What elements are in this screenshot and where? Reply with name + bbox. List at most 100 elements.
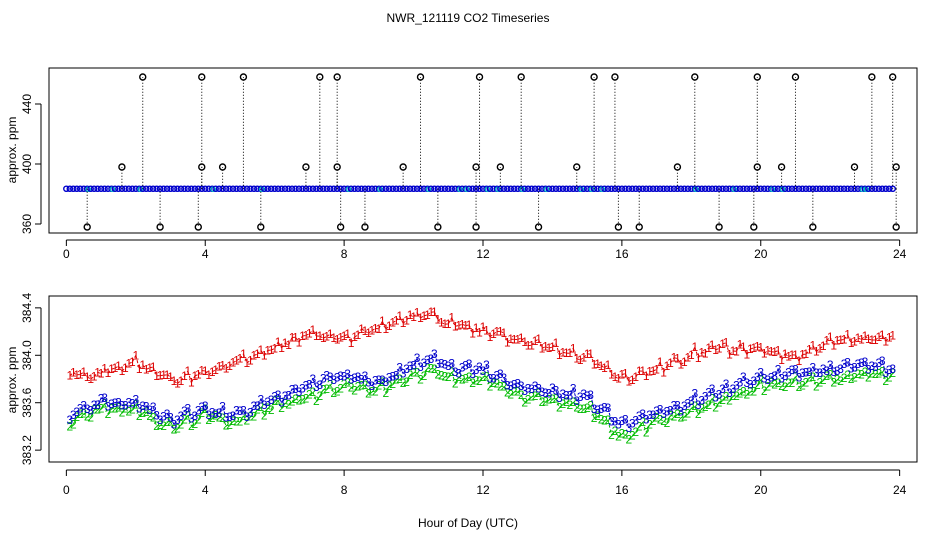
- series-3-segment: [333, 377, 338, 381]
- series-2-segment: [222, 417, 227, 426]
- series-2-segment: [624, 434, 630, 440]
- baseline-point: [500, 185, 508, 193]
- series-1-segment: [750, 347, 754, 350]
- baseline-point: [524, 185, 532, 193]
- series-1-segment: [190, 375, 196, 383]
- baseline-point: [181, 185, 188, 193]
- baseline-point: [399, 185, 407, 193]
- baseline-point: [618, 185, 626, 193]
- series-3-segment: [191, 415, 196, 420]
- series-1-segment: [663, 365, 668, 373]
- series-1-segment: [333, 337, 338, 341]
- series-3-segment: [288, 389, 293, 396]
- series-2-segment: [309, 391, 314, 395]
- spike-point: [791, 73, 800, 81]
- series-2-segment: [288, 400, 293, 405]
- spike-point: [239, 73, 248, 81]
- series-3-segment: [614, 421, 619, 425]
- series-1-segment: [458, 323, 463, 326]
- series-3-segment: [760, 372, 765, 379]
- series-1-segment: [437, 319, 442, 323]
- series-3-segment: [308, 378, 314, 385]
- series-1-segment: [594, 363, 598, 366]
- series-3-segment: [430, 353, 435, 360]
- series-3-segment: [413, 358, 418, 366]
- baseline-point: [330, 185, 338, 193]
- baseline-point: [865, 185, 872, 193]
- series-2-segment: [777, 382, 782, 387]
- baseline-point: [788, 185, 796, 193]
- series-1-segment: [135, 355, 140, 370]
- series-3-segment: [826, 364, 831, 372]
- series-1-segment: [812, 345, 817, 352]
- series-3-segment: [361, 375, 366, 381]
- series-1-segment: [618, 374, 623, 379]
- spike-point: [316, 73, 324, 81]
- spike-point: [218, 163, 227, 171]
- baseline-point: [149, 185, 157, 193]
- series-1-segment: [683, 357, 689, 363]
- series-3-segment: [468, 363, 474, 375]
- spike-point: [472, 163, 480, 171]
- series-2-segment: [315, 395, 321, 402]
- series-1-segment: [690, 346, 696, 356]
- series-3-segment: [416, 358, 421, 368]
- series-2-segment: [659, 418, 664, 422]
- series-3-segment: [260, 399, 265, 406]
- series-3-segment: [267, 399, 272, 403]
- series-2-segment: [381, 381, 387, 393]
- series-1-segment: [742, 346, 748, 355]
- series-1-segment: [406, 314, 411, 321]
- series-3-segment: [364, 375, 369, 383]
- series-1-segment: [881, 334, 887, 342]
- baseline-point: [497, 185, 504, 193]
- series-1-segment: [152, 366, 158, 377]
- series-1-segment: [697, 352, 703, 359]
- series-1-segment: [468, 324, 474, 334]
- series-1-segment: [534, 338, 539, 342]
- series-3-segment: [729, 388, 734, 394]
- series-2-segment: [809, 376, 813, 379]
- series-2-segment: [385, 385, 390, 394]
- baseline-point: [285, 185, 292, 193]
- series-1-segment: [607, 364, 612, 375]
- series-3-segment: [562, 393, 567, 396]
- x-tick-label: 0: [63, 483, 70, 497]
- baseline-point: [535, 185, 542, 193]
- series-3-segment: [576, 396, 581, 402]
- series-1-segment: [600, 365, 605, 369]
- series-1-segment: [302, 334, 307, 337]
- series-2-segment: [76, 413, 81, 418]
- series-3-segment: [458, 367, 463, 374]
- series-2-segment: [885, 377, 890, 382]
- series-1-segment: [808, 344, 814, 350]
- series-1-segment: [583, 353, 588, 358]
- series-2-segment: [392, 379, 397, 385]
- series-1-segment: [305, 333, 310, 336]
- series-2-segment: [482, 375, 487, 378]
- series-3-segment: [663, 411, 668, 415]
- series-2-segment: [416, 372, 421, 380]
- baseline-point: [198, 185, 206, 193]
- series-2-segment: [323, 388, 327, 391]
- baseline-point: [653, 185, 660, 193]
- series-3-segment: [285, 395, 289, 397]
- baseline-point: [556, 185, 563, 193]
- series-2-segment: [336, 388, 341, 392]
- series-3-segment: [819, 368, 824, 374]
- series-3-segment: [552, 387, 557, 392]
- series-1-point: 1: [889, 328, 896, 342]
- series-1-segment: [576, 358, 581, 361]
- series-2-segment: [281, 402, 286, 409]
- series-1-segment: [222, 365, 227, 369]
- series-2-segment: [822, 375, 828, 381]
- series-3-segment: [90, 404, 95, 411]
- baseline-point: [552, 185, 560, 193]
- series-3-segment: [461, 365, 466, 369]
- baseline-point: [608, 185, 615, 193]
- baseline-point: [507, 185, 515, 193]
- series-2-segment: [666, 415, 671, 424]
- series-3-segment: [465, 363, 470, 366]
- series-2-segment: [374, 385, 380, 392]
- series-1-segment: [427, 311, 432, 316]
